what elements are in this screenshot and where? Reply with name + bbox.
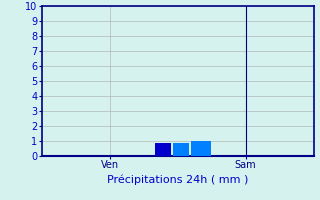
Bar <box>155 143 171 156</box>
Bar <box>191 141 211 156</box>
X-axis label: Précipitations 24h ( mm ): Précipitations 24h ( mm ) <box>107 174 248 185</box>
Bar <box>173 142 189 156</box>
